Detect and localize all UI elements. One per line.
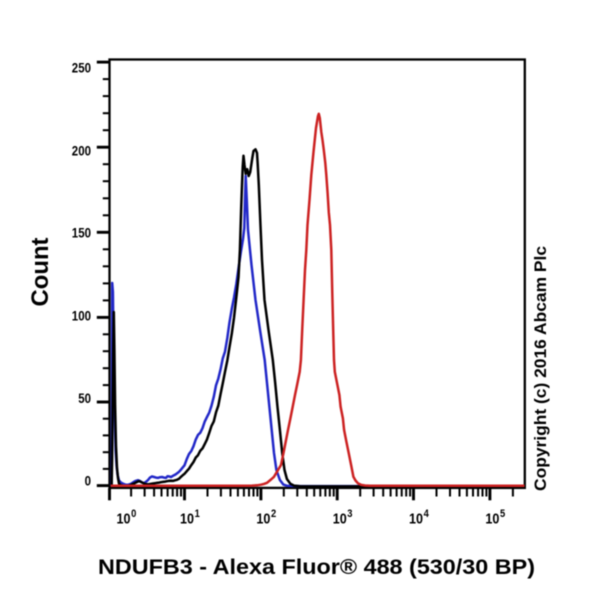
svg-text:200: 200 bbox=[72, 144, 91, 159]
svg-text:10: 10 bbox=[256, 511, 270, 528]
svg-text:150: 150 bbox=[72, 226, 91, 241]
svg-text:10: 10 bbox=[485, 511, 499, 528]
svg-text:5: 5 bbox=[500, 508, 505, 520]
svg-text:10: 10 bbox=[117, 511, 131, 528]
svg-text:0: 0 bbox=[131, 508, 136, 520]
svg-text:4: 4 bbox=[424, 508, 430, 520]
svg-text:Copyright (c) 2016 Abcam Plc: Copyright (c) 2016 Abcam Plc bbox=[531, 246, 550, 491]
svg-text:50: 50 bbox=[78, 391, 91, 406]
svg-text:250: 250 bbox=[72, 60, 91, 75]
svg-text:10: 10 bbox=[180, 511, 194, 528]
svg-text:3: 3 bbox=[347, 508, 352, 520]
svg-text:0: 0 bbox=[85, 474, 91, 489]
svg-text:100: 100 bbox=[72, 308, 91, 323]
svg-text:10: 10 bbox=[409, 511, 423, 528]
svg-text:2: 2 bbox=[271, 508, 276, 520]
svg-text:Count: Count bbox=[27, 238, 54, 307]
svg-text:NDUFB3 - Alexa Fluor® 488 (530: NDUFB3 - Alexa Fluor® 488 (530/30 BP) bbox=[98, 555, 535, 579]
svg-text:10: 10 bbox=[333, 511, 347, 528]
svg-text:1: 1 bbox=[195, 508, 200, 520]
